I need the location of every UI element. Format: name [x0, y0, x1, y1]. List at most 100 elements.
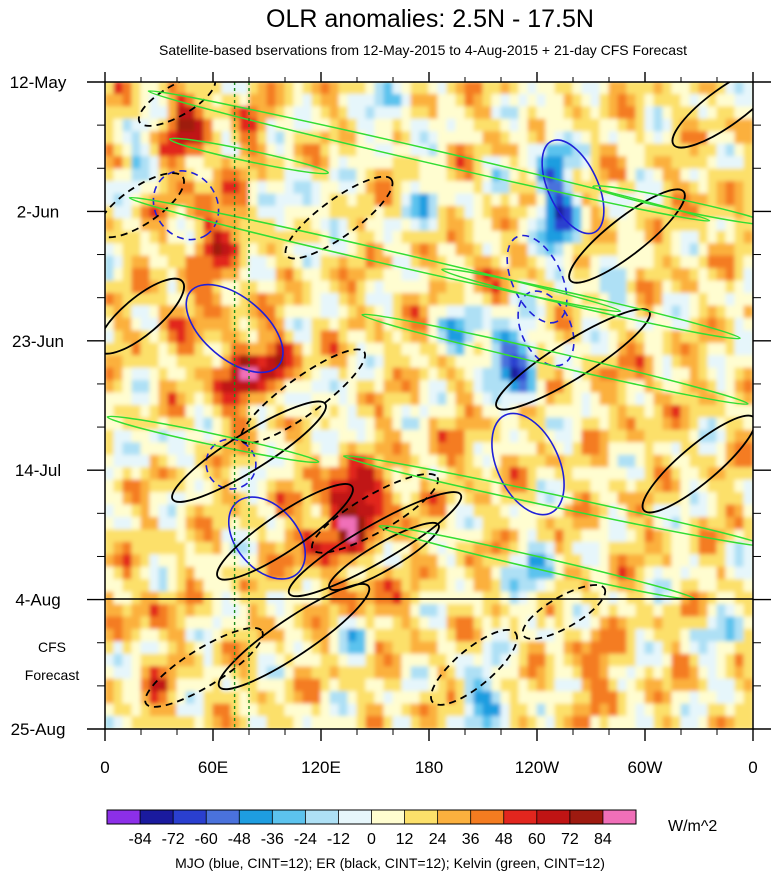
olr-cell — [635, 168, 646, 183]
olr-cell — [482, 479, 493, 494]
olr-cell — [437, 691, 448, 705]
olr-cell — [185, 604, 196, 618]
olr-cell — [410, 504, 421, 518]
olr-cell — [221, 417, 232, 431]
olr-cell — [509, 317, 520, 332]
olr-cell — [698, 193, 709, 207]
olr-cell — [563, 454, 574, 469]
olr-cell — [293, 230, 304, 245]
olr-cell — [401, 367, 412, 382]
olr-cell — [419, 541, 430, 556]
olr-cell — [473, 666, 484, 680]
olr-cell — [239, 143, 250, 158]
olr-cell — [698, 168, 709, 183]
olr-cell — [518, 280, 529, 295]
olr-cell — [653, 280, 664, 295]
olr-cell — [365, 429, 376, 444]
olr-cell — [743, 454, 753, 469]
olr-cell — [176, 255, 187, 270]
olr-cell — [734, 156, 745, 170]
olr-cell — [536, 380, 547, 394]
olr-cell — [131, 293, 142, 307]
olr-cell — [221, 82, 232, 95]
olr-cell — [446, 317, 457, 332]
olr-cell — [653, 516, 664, 531]
olr-cell — [680, 641, 691, 655]
olr-cell — [248, 417, 259, 431]
olr-cell — [374, 554, 385, 568]
olr-cell — [131, 280, 142, 295]
olr-cell — [644, 181, 655, 195]
olr-cell — [716, 666, 727, 680]
olr-cell — [617, 691, 628, 705]
olr-cell — [572, 156, 583, 170]
olr-cell — [419, 442, 430, 456]
olr-cell — [653, 417, 664, 431]
olr-cell — [707, 529, 718, 543]
olr-cell — [599, 666, 610, 680]
olr-cell — [590, 467, 601, 481]
olr-cell — [365, 566, 376, 581]
olr-cell — [626, 106, 637, 120]
olr-cell — [140, 131, 151, 145]
olr-cell — [257, 417, 268, 431]
olr-cell — [473, 604, 484, 618]
olr-cell — [473, 504, 484, 518]
olr-cell — [536, 678, 547, 693]
olr-cell — [626, 604, 637, 618]
olr-cell — [482, 628, 493, 643]
olr-cell — [347, 504, 358, 518]
olr-cell — [122, 716, 133, 729]
olr-cell — [617, 417, 628, 431]
olr-cell — [536, 454, 547, 469]
olr-cell — [599, 691, 610, 705]
olr-cell — [716, 367, 727, 382]
olr-cell — [329, 616, 340, 630]
olr-cell — [689, 181, 700, 195]
olr-cell — [545, 666, 556, 680]
olr-cell — [311, 143, 322, 158]
olr-cell — [509, 604, 520, 618]
olr-cell — [707, 492, 718, 506]
olr-cell — [464, 380, 475, 394]
olr-cell — [320, 703, 331, 718]
olr-cell — [329, 641, 340, 655]
olr-cell — [266, 355, 277, 369]
olr-cell — [572, 168, 583, 183]
olr-cell — [140, 268, 151, 282]
olr-cell — [284, 666, 295, 680]
olr-cell — [509, 367, 520, 382]
olr-cell — [473, 280, 484, 295]
olr-cell — [617, 168, 628, 183]
olr-cell — [131, 566, 142, 581]
olr-cell — [374, 305, 385, 319]
olr-cell — [311, 218, 322, 232]
olr-cell — [464, 429, 475, 444]
olr-cell — [239, 218, 250, 232]
olr-cell — [698, 205, 709, 220]
olr-cell — [608, 554, 619, 568]
olr-cell — [473, 143, 484, 158]
olr-cell — [716, 504, 727, 518]
olr-cell — [122, 392, 133, 406]
olr-cell — [113, 653, 124, 668]
olr-cell — [743, 417, 753, 431]
olr-cell — [257, 653, 268, 668]
olr-cell — [266, 417, 277, 431]
olr-cell — [725, 143, 736, 158]
olr-cell — [455, 529, 466, 543]
olr-cell — [284, 93, 295, 108]
olr-cell — [113, 317, 124, 332]
olr-cell — [329, 442, 340, 456]
olr-cell — [284, 678, 295, 693]
olr-cell — [185, 392, 196, 406]
olr-cell — [158, 405, 169, 419]
olr-cell — [437, 280, 448, 295]
olr-cell — [698, 641, 709, 655]
olr-cell — [590, 541, 601, 556]
olr-cell — [608, 691, 619, 705]
olr-cell — [491, 330, 502, 344]
olr-cell — [221, 554, 232, 568]
olr-cell — [356, 429, 367, 444]
olr-cell — [347, 604, 358, 618]
